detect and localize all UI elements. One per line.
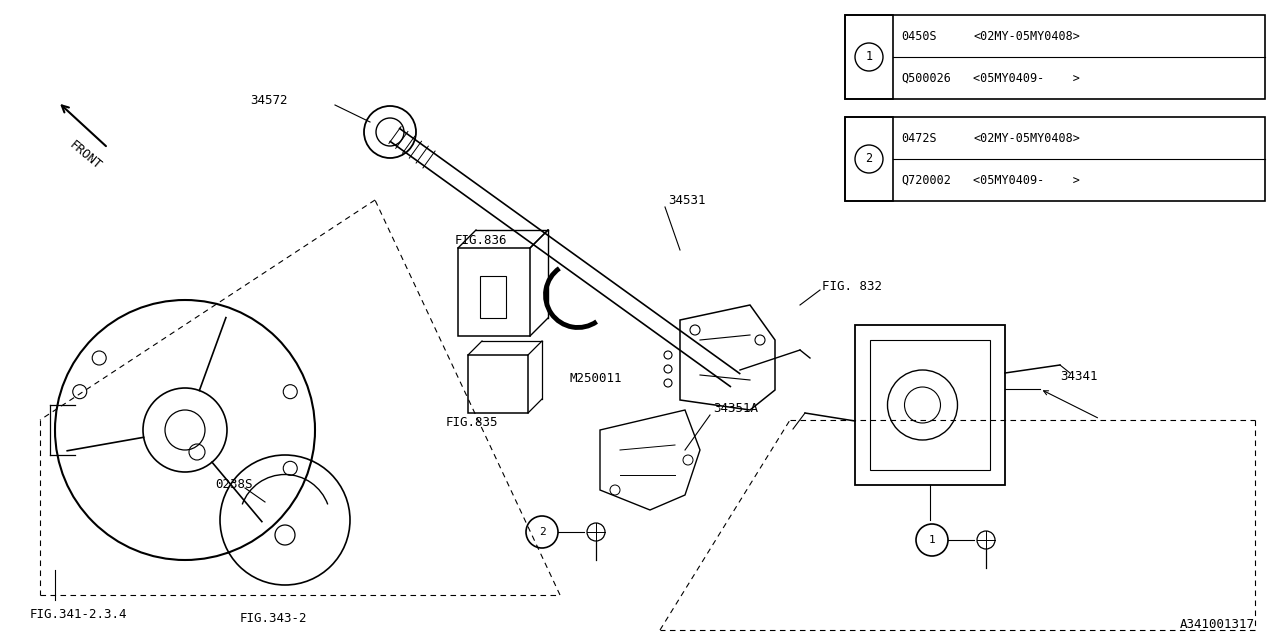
Text: <02MY-05MY0408>: <02MY-05MY0408> [973, 131, 1080, 145]
Text: 0450S: 0450S [901, 29, 937, 42]
Text: 2: 2 [539, 527, 545, 537]
Bar [845, 117, 1265, 201]
Text: <02MY-05MY0408>: <02MY-05MY0408> [973, 29, 1080, 42]
Text: FIG. 832: FIG. 832 [822, 280, 882, 292]
Text: Q500026: Q500026 [901, 72, 951, 84]
Text: 0238S: 0238S [215, 477, 252, 490]
Text: 2: 2 [865, 152, 873, 166]
Text: M250011: M250011 [570, 371, 622, 385]
Text: 0472S: 0472S [901, 131, 937, 145]
Text: FIG.836: FIG.836 [454, 234, 507, 246]
Text: FIG.835: FIG.835 [445, 415, 498, 429]
Text: 34531: 34531 [668, 193, 705, 207]
Text: <05MY0409-    >: <05MY0409- > [973, 173, 1080, 186]
Text: FRONT: FRONT [67, 138, 104, 172]
Bar [468, 355, 529, 413]
Bar [855, 325, 1005, 485]
Text: 34351A: 34351A [713, 401, 758, 415]
Bar [870, 340, 989, 470]
Bar [458, 248, 530, 336]
Text: FIG.343-2: FIG.343-2 [241, 611, 307, 625]
Text: <05MY0409-    >: <05MY0409- > [973, 72, 1080, 84]
Bar [845, 15, 893, 99]
Text: 34341: 34341 [1060, 371, 1097, 383]
Text: A341001317: A341001317 [1180, 618, 1254, 632]
Bar [845, 117, 893, 201]
Bar [845, 15, 1265, 99]
Text: 1: 1 [928, 535, 936, 545]
Text: Q720002: Q720002 [901, 173, 951, 186]
Bar [480, 276, 506, 318]
Text: FIG.341-2.3.4: FIG.341-2.3.4 [29, 609, 128, 621]
Text: 1: 1 [865, 51, 873, 63]
Text: 34572: 34572 [251, 95, 288, 108]
